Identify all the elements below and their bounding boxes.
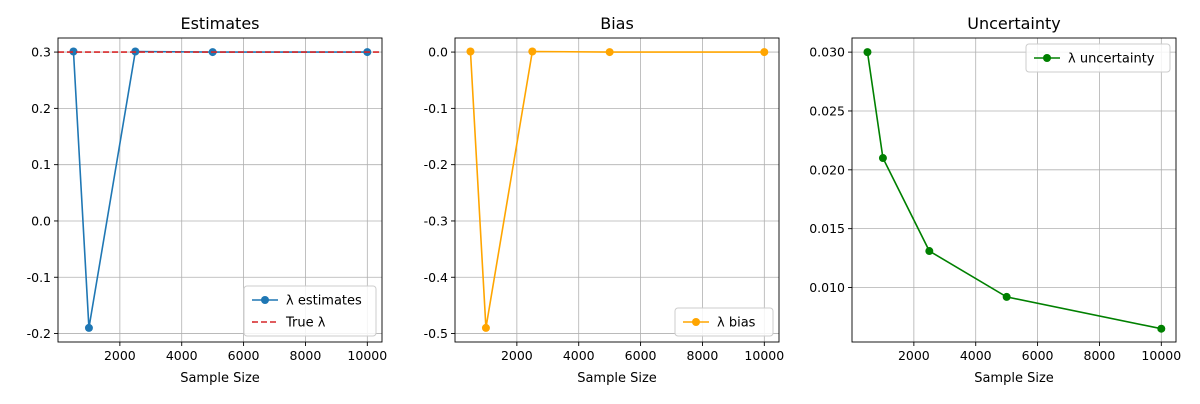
y-tick-label: -0.2: [424, 157, 448, 172]
chart-panel-2: 2000 4000 6000 8000 10000 -0.5 -0.4 -0.3 -0.2 -0.…: [424, 14, 785, 386]
y-tick-label: 0.3: [31, 45, 51, 60]
x-tick-label: 8000: [687, 348, 719, 363]
y-tick-label: -0.4: [424, 270, 448, 285]
data-point: [1002, 292, 1011, 301]
plot-frame: [57, 37, 383, 343]
y-tick-label: 0.010: [809, 280, 845, 295]
x-tick-label: 10000: [347, 348, 387, 363]
x-tick-label: 6000: [1022, 348, 1054, 363]
x-axis-label: Sample Size: [974, 371, 1054, 386]
series-group: [863, 48, 1166, 333]
chart-panel-1: 2000 4000 6000 8000 10000 -0.2 -0.1 0.0 0.1 0.2 0.…: [27, 14, 388, 386]
series-group: [58, 47, 382, 332]
y-tick-label: -0.5: [424, 326, 448, 341]
legend: λ estimates True λ: [243, 285, 377, 337]
data-point: [84, 323, 93, 332]
y-tick-label: 0.0: [428, 45, 448, 60]
legend-label: λ uncertainty: [1068, 52, 1155, 67]
y-tick-label: -0.1: [424, 101, 448, 116]
data-point: [1157, 324, 1166, 333]
y-tick-label: -0.1: [27, 270, 51, 285]
legend-swatch-marker: [261, 296, 269, 304]
data-point: [760, 48, 769, 57]
y-tick-label: 0.015: [809, 221, 845, 236]
y-tick-label: 0.025: [809, 103, 845, 118]
data-point: [925, 247, 934, 256]
legend-label: True λ: [285, 316, 326, 331]
y-tick-label: -0.3: [424, 213, 448, 228]
legend: λ bias: [674, 307, 774, 337]
chart-panel-3: 2000 4000 6000 8000 10000 0.010 0.015 0.020 0.02…: [809, 14, 1181, 386]
y-tick-label: 0.2: [31, 101, 51, 116]
plot-area: [455, 38, 779, 342]
chart-title: Estimates: [180, 14, 259, 33]
plot-frame: [454, 37, 780, 343]
chart-title: Bias: [600, 14, 634, 33]
x-tick-label: 6000: [228, 348, 260, 363]
legend-swatch-marker: [692, 318, 700, 326]
y-tick-label: 0.1: [31, 157, 51, 172]
chart-title: Uncertainty: [967, 14, 1060, 33]
y-tick-label: 0.0: [31, 213, 51, 228]
series-group: [466, 47, 769, 332]
legend: λ uncertainty: [1025, 43, 1171, 73]
x-tick-label: 8000: [1084, 348, 1116, 363]
x-tick-label: 8000: [290, 348, 322, 363]
legend-swatch-marker: [1043, 54, 1051, 62]
x-tick-label: 2000: [501, 348, 533, 363]
data-point: [69, 47, 78, 56]
data-point: [481, 323, 490, 332]
plot-area: [852, 38, 1176, 342]
data-point: [605, 48, 614, 57]
legend-box: [243, 285, 377, 337]
data-point: [466, 47, 475, 56]
x-tick-label: 4000: [166, 348, 198, 363]
x-tick-label: 10000: [1141, 348, 1181, 363]
x-tick-label: 2000: [104, 348, 136, 363]
legend-label: λ estimates: [286, 294, 362, 309]
x-tick-label: 6000: [625, 348, 657, 363]
legend-box: [674, 307, 774, 337]
y-tick-label: 0.030: [809, 45, 845, 60]
x-tick-label: 4000: [563, 348, 595, 363]
x-tick-label: 2000: [898, 348, 930, 363]
plot-frame: [851, 37, 1177, 343]
data-point: [528, 47, 537, 56]
x-axis-label: Sample Size: [180, 371, 260, 386]
data-point: [878, 154, 887, 163]
legend-label: λ bias: [717, 316, 756, 331]
x-tick-label: 10000: [744, 348, 784, 363]
x-axis-label: Sample Size: [577, 371, 657, 386]
data-point: [863, 48, 872, 57]
y-tick-label: 0.020: [809, 162, 845, 177]
y-tick-label: -0.2: [27, 326, 51, 341]
legend-box: [1025, 43, 1171, 73]
x-tick-label: 4000: [960, 348, 992, 363]
